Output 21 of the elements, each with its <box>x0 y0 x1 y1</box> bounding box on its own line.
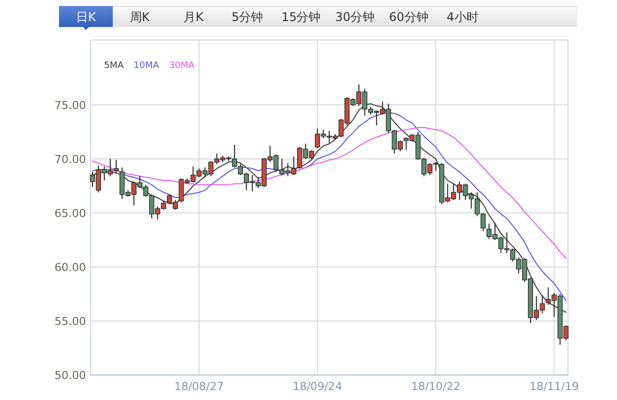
legend-item: 30MA <box>169 61 194 71</box>
tab-label: 月K <box>184 10 204 24</box>
tab-label: 日K <box>76 10 96 24</box>
x-tick-label: 18/09/24 <box>292 380 342 393</box>
tab-label: 周K <box>130 10 150 24</box>
tab-label: 4小时 <box>446 10 478 24</box>
y-tick-label: 75.00 <box>54 98 86 112</box>
x-tick-label: 18/11/19 <box>529 380 579 393</box>
tab-label: 15分钟 <box>281 10 321 24</box>
x-tick-label: 18/10/22 <box>411 380 460 393</box>
legend-item: 10MA <box>134 61 160 71</box>
y-tick-label: 50.00 <box>54 369 86 382</box>
tab-label: 60分钟 <box>389 10 428 24</box>
legend-item: 5MA <box>104 61 124 71</box>
y-tick-label: 60.00 <box>54 260 86 274</box>
y-tick-label: 65.00 <box>54 206 86 220</box>
y-tick-label: 55.00 <box>54 314 86 328</box>
tab-label: 5分钟 <box>231 10 264 24</box>
tab-label: 30分钟 <box>335 10 375 24</box>
y-tick-label: 70.00 <box>54 152 86 166</box>
x-tick-label: 18/08/27 <box>174 380 224 393</box>
